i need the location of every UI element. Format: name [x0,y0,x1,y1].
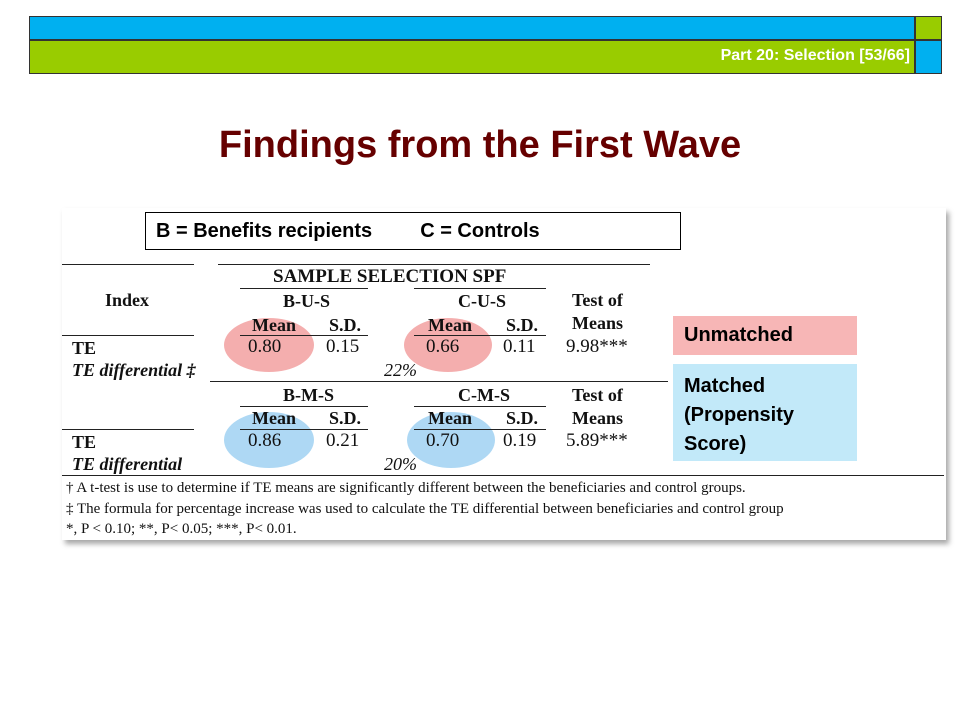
row-te-matched: TE [72,432,97,452]
group-b-matched: B-M-S [283,385,334,405]
footnote: ‡ The formula for percentage increase wa… [66,501,784,517]
table-rule [240,429,368,430]
table-rule [240,335,368,336]
header-top-square [915,16,942,40]
sd-header: S.D. [329,315,362,335]
legend-box: B = Benefits recipients C = Controls [145,212,681,250]
footnote: *, P < 0.10; **, P< 0.05; ***, P< 0.01. [66,521,297,537]
table-rule [240,288,368,289]
row-diff-unmatched: TE differential ‡ [72,360,196,380]
sd-header: S.D. [329,408,362,428]
header-green-square [915,40,942,74]
test-matched: 5.89*** [566,430,628,451]
b-sd-matched: 0.21 [326,430,360,451]
test-unmatched: 9.98*** [566,336,628,357]
group-c-matched: C-M-S [458,385,510,405]
table-rule [240,406,368,407]
highlight-b-unmatched [224,318,314,372]
row-te-unmatched: TE [72,338,97,358]
sd-header: S.D. [506,408,539,428]
table-rule [210,381,668,382]
matched-callout-line: (Propensity [684,404,795,426]
legend-controls: C = Controls [420,219,540,242]
test-header-2: Means [572,313,623,333]
highlight-b-matched [224,412,314,468]
highlight-c-matched [407,412,495,468]
matched-callout: Matched (Propensity Score) [673,364,857,461]
table-rule [414,288,546,289]
table-rule [414,429,546,430]
test-header-1: Test of [572,385,623,405]
b-sd-unmatched: 0.15 [326,336,360,357]
table-rule [414,335,546,336]
c-mean-unmatched: 0.66 [426,336,460,357]
table-rule [62,429,194,430]
mean-header: Mean [428,408,472,428]
footnote: † A t-test is use to determine if TE mea… [66,480,746,496]
matched-callout-line: Score) [684,433,747,455]
mean-header: Mean [252,315,296,335]
legend-benefits: B = Benefits recipients [156,219,373,242]
table-rule [218,264,650,265]
header-green-bar [29,40,915,74]
table-rule [62,335,194,336]
unmatched-callout: Unmatched [673,316,857,355]
row-diff-matched: TE differential [72,454,183,474]
test-header-2: Means [572,408,623,428]
diff-matched: 20% [384,454,417,474]
part-label: Part 20: Selection [53/66] [720,47,910,64]
group-c-unmatched: C-U-S [458,291,506,311]
sd-header: S.D. [506,315,539,335]
table-rule [414,406,546,407]
matched-callout-line: Matched [684,375,766,397]
mean-header: Mean [252,408,296,428]
table-rule [62,264,194,265]
c-sd-unmatched: 0.11 [503,336,536,357]
b-mean-unmatched: 0.80 [248,336,282,357]
highlight-c-unmatched [404,318,492,372]
c-sd-matched: 0.19 [503,430,537,451]
mean-header: Mean [428,315,472,335]
header-top-bar [29,16,915,40]
c-mean-matched: 0.70 [426,430,460,451]
diff-unmatched: 22% [384,360,417,380]
table-caption: SAMPLE SELECTION SPF [273,266,507,287]
slide-title: Findings from the First Wave [218,124,742,166]
test-header-1: Test of [572,290,623,310]
table-rule [62,475,944,476]
index-header: Index [105,290,150,310]
group-b-unmatched: B-U-S [283,291,331,311]
b-mean-matched: 0.86 [248,430,282,451]
